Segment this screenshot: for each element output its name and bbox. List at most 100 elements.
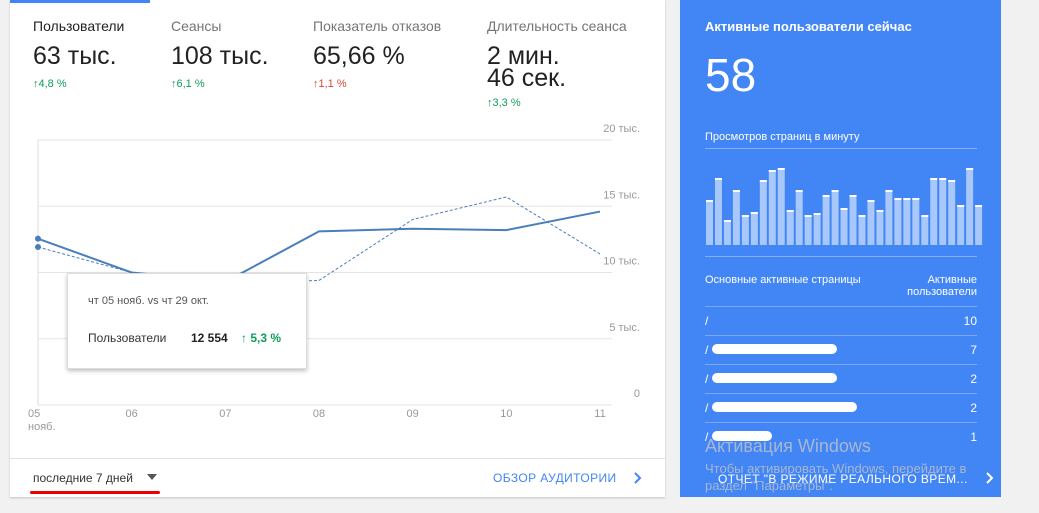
bar-cap [885, 190, 893, 192]
y-tick-label: 15 тыс. [603, 189, 640, 201]
active-count: 2 [970, 401, 977, 415]
tab-label: Сеансы [171, 18, 222, 34]
row-divider [705, 422, 977, 423]
tooltip: чт 05 нояб. vs чт 29 окт. Пользователи 1… [67, 273, 307, 369]
series-line [37, 210, 601, 283]
realtime-link[interactable]: ОТЧЕТ "В РЕЖИМЕ РЕАЛЬНОГО ВРЕМ... [718, 472, 968, 486]
watermark-title: Активация Windows [705, 436, 871, 456]
underline [30, 491, 160, 494]
bar [768, 170, 776, 245]
row-divider [705, 306, 977, 307]
y-tick-label: 5 тыс. [609, 322, 640, 334]
bar-cap [894, 198, 902, 200]
active-count: 10 [963, 314, 977, 328]
bar [840, 208, 848, 245]
active-count: 1 [970, 430, 977, 444]
bar [939, 178, 947, 245]
point [35, 244, 41, 251]
divider [705, 148, 977, 149]
tab-change: ↑3,3 % [487, 97, 521, 109]
realtime-card [680, 0, 1001, 497]
bar [966, 168, 974, 245]
bar-cap [750, 212, 758, 214]
bar [912, 198, 920, 245]
bar [876, 210, 884, 245]
bar [786, 210, 794, 245]
tab-change: ↑6,1 % [171, 78, 205, 90]
series-line [37, 196, 601, 284]
pageviews-title: Просмотров страниц в минуту [705, 131, 860, 143]
watermark-text: Чтобы активировать Windows, перейдите в … [705, 461, 967, 493]
row-divider [705, 335, 977, 336]
point [35, 235, 41, 242]
tab-change: ↑1,1 % [313, 78, 347, 90]
tab-value: 2 мин. 46 сек. [487, 42, 567, 92]
tab-indicator [10, 0, 150, 3]
bar [957, 205, 965, 245]
bar-cap [768, 170, 776, 172]
x-tick-label: 05 нояб. [28, 408, 56, 433]
tab-label: Показатель отказов [313, 18, 442, 34]
y-tick-label: 10 тыс. [603, 256, 640, 268]
chevron[interactable] [634, 472, 642, 484]
date-range[interactable]: последние 7 дней [33, 471, 133, 485]
tab-change: ↑4,8 % [33, 78, 67, 90]
bar [921, 215, 929, 245]
bar-cap [867, 200, 875, 202]
bar [831, 190, 839, 245]
bar-cap [858, 215, 866, 217]
bar-cap [903, 198, 911, 200]
active-users: 58 [705, 49, 757, 101]
tab-label: Длительность сеанса [487, 18, 627, 34]
tooltip-title: чт 05 нояб. vs чт 29 окт. [88, 295, 209, 307]
bar-cap [930, 178, 938, 180]
x-tick-label: 08 [312, 408, 326, 420]
active-count: 2 [970, 372, 977, 386]
bar [822, 195, 830, 245]
bar [849, 195, 857, 245]
bar [903, 198, 911, 245]
table-header: Основные активные страницы [705, 274, 861, 286]
pageviews-chart [706, 168, 983, 245]
bar [858, 215, 866, 245]
bar [813, 213, 821, 245]
page-path: / [705, 401, 709, 415]
bar [948, 180, 956, 245]
bar [804, 215, 812, 245]
bar-cap [876, 210, 884, 212]
bar-cap [849, 195, 857, 197]
bar-cap [759, 180, 767, 182]
bar-cap [714, 178, 722, 180]
bar [714, 178, 722, 245]
bar-cap [804, 215, 812, 217]
chevron[interactable] [986, 472, 994, 484]
audience-link[interactable]: ОБЗОР АУДИТОРИИ [493, 471, 617, 485]
tab-label: Пользователи [33, 18, 125, 34]
redaction [712, 431, 772, 441]
divider [10, 458, 665, 459]
y-tick-label: 0 [634, 388, 640, 400]
row-divider [705, 393, 977, 394]
x-tick-label: 09 [406, 408, 419, 420]
tab-value: 63 тыс. [33, 42, 117, 70]
bar-cap [786, 210, 794, 212]
bar-cap [939, 178, 947, 180]
table-header: Активные пользователи [907, 274, 977, 298]
x-tick-label: 10 [500, 408, 513, 420]
bar-cap [948, 180, 956, 182]
bar [732, 190, 740, 245]
bar-cap [777, 168, 785, 170]
page-path: / [705, 343, 709, 357]
bar-cap [831, 190, 839, 192]
bar [741, 215, 749, 245]
dropdown-icon[interactable] [147, 474, 157, 480]
active-count: 7 [970, 343, 977, 357]
page-path: / [705, 430, 709, 444]
tab-value: 65,66 % [313, 42, 405, 70]
redaction [712, 402, 857, 412]
chart: 0 5 тыс. 10 тыс. 15 тыс. 20 тыс. [35, 123, 640, 406]
bar [867, 200, 875, 245]
realtime-title: Активные пользователи сейчас [705, 19, 912, 34]
tooltip-metric: Пользователи [88, 331, 167, 345]
